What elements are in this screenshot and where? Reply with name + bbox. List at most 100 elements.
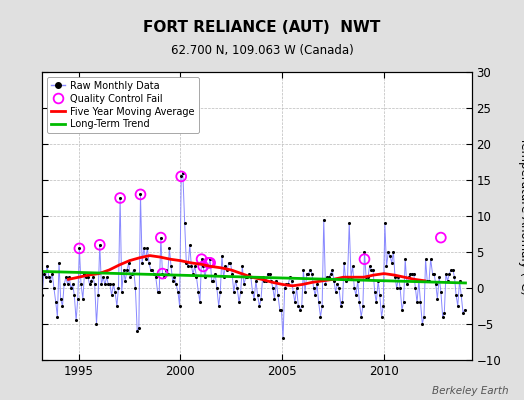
Point	[394, 274, 402, 280]
Point	[211, 270, 220, 277]
Point	[60, 281, 68, 288]
Point	[350, 285, 358, 291]
Point	[206, 256, 214, 262]
Point	[428, 270, 436, 277]
Point	[289, 288, 298, 295]
Point	[43, 263, 51, 270]
Point	[379, 303, 387, 309]
Point	[339, 299, 347, 306]
Point	[423, 278, 431, 284]
Point	[308, 270, 316, 277]
Point	[430, 270, 438, 277]
Point	[165, 245, 173, 252]
Point	[342, 278, 350, 284]
Point	[135, 324, 143, 331]
Point	[187, 263, 195, 270]
Point	[432, 281, 440, 288]
Point	[45, 274, 53, 280]
Point	[133, 328, 141, 334]
Point	[325, 274, 333, 280]
Point	[155, 288, 163, 295]
Point	[254, 292, 262, 298]
Point	[145, 260, 153, 266]
Point	[101, 281, 109, 288]
Point	[452, 292, 460, 298]
Point	[291, 299, 299, 306]
Point	[179, 170, 187, 176]
Point	[75, 245, 84, 252]
Point	[294, 303, 302, 309]
Point	[367, 267, 376, 273]
Point	[427, 256, 435, 262]
Point	[269, 285, 277, 291]
Point	[116, 195, 124, 201]
Point	[125, 260, 133, 266]
Point	[282, 281, 291, 288]
Point	[279, 335, 287, 342]
Point	[119, 267, 128, 273]
Point	[248, 288, 257, 295]
Point	[160, 274, 169, 280]
Point	[41, 274, 50, 280]
Point	[380, 220, 389, 226]
Point	[103, 274, 111, 280]
Point	[320, 216, 328, 223]
Point	[136, 191, 145, 198]
Point	[208, 278, 216, 284]
Point	[39, 270, 48, 277]
Point	[63, 281, 72, 288]
Point	[94, 292, 102, 298]
Point	[230, 288, 238, 295]
Point	[386, 252, 394, 259]
Point	[85, 281, 94, 288]
Point	[72, 317, 80, 324]
Point	[226, 260, 235, 266]
Point	[286, 274, 294, 280]
Point	[364, 274, 372, 280]
Point	[272, 278, 280, 284]
Point	[158, 270, 167, 277]
Point	[147, 267, 155, 273]
Y-axis label: Temperature Anomaly (°C): Temperature Anomaly (°C)	[518, 137, 524, 295]
Point	[454, 303, 462, 309]
Point	[57, 296, 65, 302]
Point	[232, 278, 240, 284]
Point	[457, 292, 465, 298]
Point	[257, 296, 265, 302]
Point	[355, 299, 364, 306]
Point	[202, 263, 211, 270]
Point	[95, 242, 104, 248]
Point	[398, 306, 406, 313]
Point	[435, 274, 443, 280]
Point	[128, 270, 136, 277]
Point	[82, 274, 91, 280]
Point	[35, 220, 43, 226]
Point	[440, 310, 449, 316]
Point	[177, 173, 185, 180]
Point	[442, 270, 450, 277]
Point	[80, 270, 89, 277]
Point	[157, 234, 165, 241]
Point	[425, 278, 433, 284]
Point	[392, 285, 401, 291]
Point	[182, 260, 191, 266]
Point	[357, 314, 365, 320]
Point	[370, 288, 379, 295]
Point	[65, 274, 73, 280]
Point	[109, 281, 117, 288]
Point	[89, 274, 97, 280]
Point	[191, 263, 199, 270]
Point	[369, 267, 377, 273]
Point	[92, 321, 101, 327]
Point	[333, 281, 342, 288]
Point	[140, 245, 148, 252]
Point	[301, 288, 309, 295]
Point	[50, 285, 58, 291]
Point	[299, 267, 308, 273]
Point	[209, 278, 217, 284]
Point	[75, 245, 84, 252]
Point	[445, 270, 454, 277]
Point	[129, 267, 138, 273]
Point	[309, 285, 318, 291]
Point	[106, 281, 114, 288]
